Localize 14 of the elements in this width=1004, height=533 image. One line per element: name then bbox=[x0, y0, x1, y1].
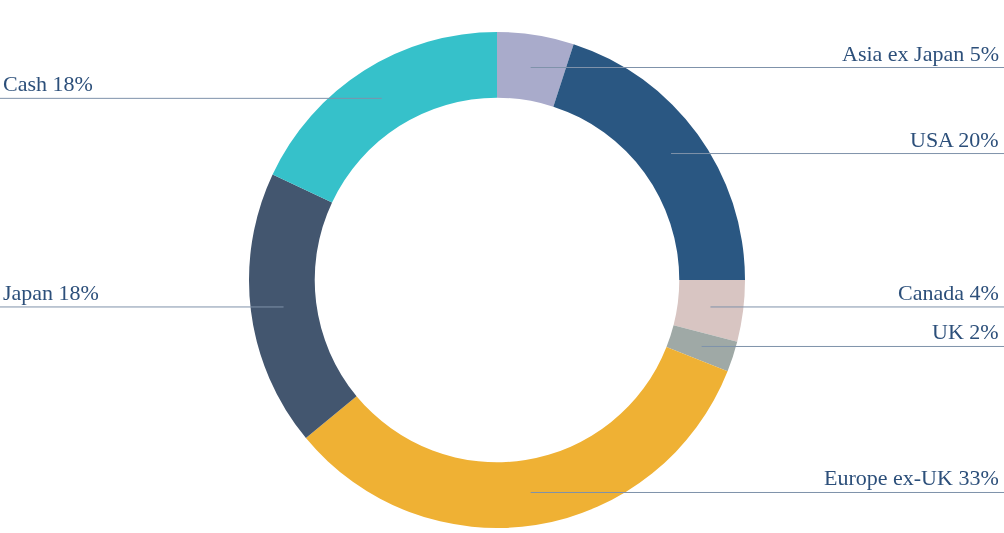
donut-slice bbox=[666, 325, 738, 372]
donut-slice bbox=[305, 347, 728, 528]
donut-slice bbox=[497, 32, 574, 107]
slice-label: Canada 4% bbox=[898, 280, 999, 305]
donut-slice bbox=[673, 280, 745, 342]
slice-label: UK 2% bbox=[932, 319, 999, 344]
slice-label: Cash 18% bbox=[3, 71, 93, 96]
slice-label: USA 20% bbox=[910, 127, 999, 152]
donut-slice bbox=[553, 44, 745, 280]
slice-label: Asia ex Japan 5% bbox=[842, 41, 1000, 66]
slice-label: Europe ex-UK 33% bbox=[824, 465, 999, 490]
donut-slice bbox=[272, 32, 497, 203]
donut-slice bbox=[249, 174, 357, 439]
slice-label: Japan 18% bbox=[3, 280, 99, 305]
